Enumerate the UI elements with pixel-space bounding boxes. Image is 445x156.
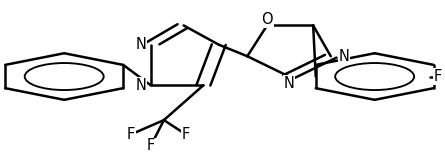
Text: F: F (182, 127, 190, 142)
Text: O: O (261, 12, 273, 27)
Text: N: N (136, 37, 146, 52)
Text: F: F (146, 139, 155, 154)
Text: F: F (127, 127, 135, 142)
Text: N: N (283, 76, 295, 91)
Text: N: N (136, 78, 146, 93)
Text: N: N (339, 49, 349, 64)
Text: F: F (434, 69, 442, 84)
